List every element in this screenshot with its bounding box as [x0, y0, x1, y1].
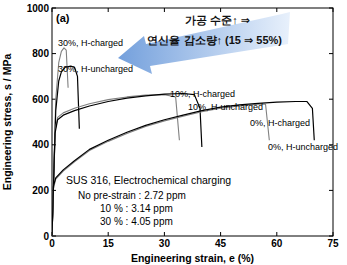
series-line: [52, 104, 269, 236]
y-tick: [329, 236, 333, 237]
series-line: [52, 101, 314, 236]
y-tick: [52, 190, 56, 191]
series-line: [52, 66, 79, 236]
series-label: 10%, H-charged: [170, 89, 235, 99]
annotation: 10 % : 3.14 ppm: [100, 203, 173, 214]
series-label: 30%, H-uncharged: [58, 64, 133, 74]
x-tick: [108, 8, 109, 12]
x-tick: [164, 8, 165, 12]
series-label: 0%, H-charged: [250, 118, 310, 128]
plot-frame: [52, 8, 333, 236]
x-tick: [52, 8, 53, 12]
arrow: [118, 12, 290, 74]
y-tick-label: 600: [32, 94, 49, 105]
x-tick-label: 0: [49, 238, 55, 249]
series-label: 30%, H-charged: [58, 38, 123, 48]
x-tick: [220, 232, 221, 236]
annotation: SUS 316, Electrochemical charging: [66, 174, 231, 186]
arrow-text: 가공 수준↑ ⇒: [185, 14, 250, 26]
y-tick: [52, 8, 56, 9]
series-label: 10%, H-uncharged: [188, 102, 263, 112]
x-tick-label: 30: [159, 238, 171, 249]
y-tick: [329, 53, 333, 54]
x-tick: [333, 8, 334, 12]
x-tick: [276, 8, 277, 12]
x-tick: [108, 232, 109, 236]
y-tick: [329, 8, 333, 9]
annotation: 30 % : 4.05 ppm: [100, 216, 173, 227]
x-tick-label: 15: [103, 238, 115, 249]
y-tick-label: 400: [32, 139, 49, 150]
annotation: No pre-strain : 2.72 ppm: [78, 190, 186, 201]
arrow-text: 연신율 감소량↑ (15 ⇒ 55%): [147, 34, 282, 46]
y-axis-label: Engineering stress, s / MPa: [1, 54, 13, 191]
y-tick-label: 0: [43, 231, 49, 242]
x-tick-label: 75: [327, 238, 339, 249]
y-tick-label: 200: [32, 185, 49, 196]
y-tick: [329, 190, 333, 191]
chart: 0 15 30 45 60 75 0 200 400 600 800 1000 Engineering …: [0, 0, 347, 265]
series-line: [52, 94, 202, 237]
x-tick-label: 45: [215, 238, 227, 249]
y-tick: [52, 53, 56, 54]
x-tick: [164, 232, 165, 236]
panel-label: (a): [56, 12, 70, 24]
series-label: 0%, H-uncharged: [268, 142, 338, 152]
x-tick: [333, 232, 334, 236]
x-tick: [276, 232, 277, 236]
y-tick: [329, 99, 333, 100]
x-tick-label: 60: [271, 238, 283, 249]
y-tick-label: 800: [32, 48, 49, 59]
x-tick: [220, 8, 221, 12]
x-axis-label: Engineering strain, e (%): [131, 252, 254, 264]
y-tick-label: 1000: [27, 3, 50, 14]
